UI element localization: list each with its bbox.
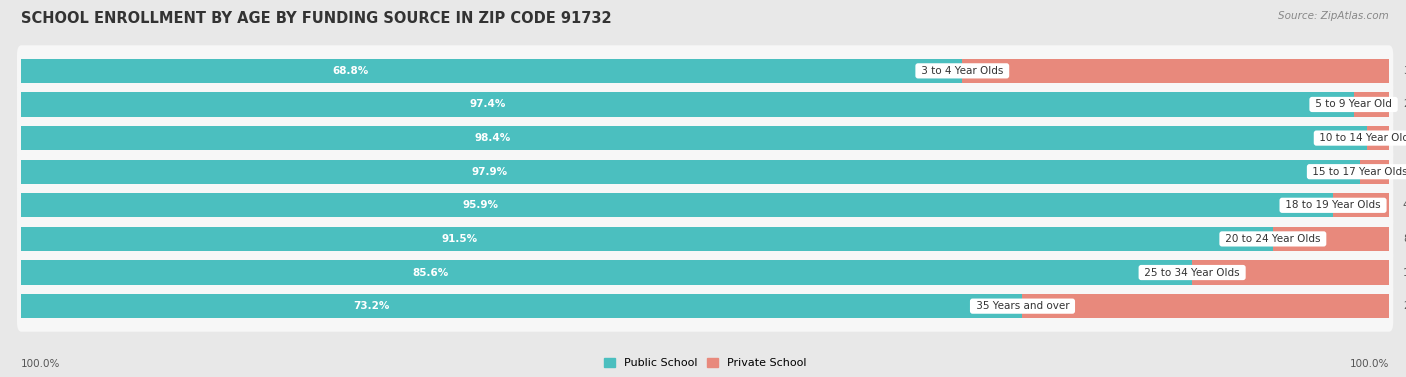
Bar [1192,261,1389,285]
Bar [1361,159,1389,184]
Text: 31.2%: 31.2% [1403,66,1406,76]
Bar [21,261,1192,285]
Bar [1272,227,1389,251]
Text: 97.9%: 97.9% [472,167,508,177]
Bar [21,227,1272,251]
Text: 5 to 9 Year Old: 5 to 9 Year Old [1312,100,1395,109]
Text: SCHOOL ENROLLMENT BY AGE BY FUNDING SOURCE IN ZIP CODE 91732: SCHOOL ENROLLMENT BY AGE BY FUNDING SOUR… [21,11,612,26]
Bar [1022,294,1389,318]
Text: 97.4%: 97.4% [470,100,506,109]
FancyBboxPatch shape [17,247,1393,298]
Text: 15 to 17 Year Olds: 15 to 17 Year Olds [1309,167,1406,177]
Text: 20 to 24 Year Olds: 20 to 24 Year Olds [1222,234,1323,244]
Bar [1354,92,1389,116]
Text: 8.5%: 8.5% [1403,234,1406,244]
Text: 98.4%: 98.4% [474,133,510,143]
Text: 73.2%: 73.2% [353,301,389,311]
Bar [21,159,1361,184]
Text: 100.0%: 100.0% [1350,359,1389,369]
Bar [21,126,1367,150]
FancyBboxPatch shape [17,180,1393,231]
Text: 2.6%: 2.6% [1403,100,1406,109]
Text: 25 to 34 Year Olds: 25 to 34 Year Olds [1142,268,1243,277]
Text: 14.4%: 14.4% [1403,268,1406,277]
Text: 26.8%: 26.8% [1403,301,1406,311]
Bar [21,92,1354,116]
Text: 18 to 19 Year Olds: 18 to 19 Year Olds [1282,200,1384,210]
FancyBboxPatch shape [17,280,1393,332]
Bar [21,59,962,83]
Text: 91.5%: 91.5% [441,234,477,244]
Text: Source: ZipAtlas.com: Source: ZipAtlas.com [1278,11,1389,21]
Text: 95.9%: 95.9% [463,200,498,210]
Text: 2.1%: 2.1% [1403,167,1406,177]
FancyBboxPatch shape [17,45,1393,97]
FancyBboxPatch shape [17,213,1393,264]
Bar [1367,126,1389,150]
Text: 3 to 4 Year Olds: 3 to 4 Year Olds [918,66,1007,76]
Text: 4.1%: 4.1% [1403,200,1406,210]
Text: 1.6%: 1.6% [1403,133,1406,143]
Bar [21,294,1022,318]
FancyBboxPatch shape [17,113,1393,164]
Text: 100.0%: 100.0% [21,359,60,369]
FancyBboxPatch shape [17,79,1393,130]
Text: 10 to 14 Year Olds: 10 to 14 Year Olds [1316,133,1406,143]
Bar [962,59,1389,83]
Text: 68.8%: 68.8% [332,66,368,76]
FancyBboxPatch shape [17,146,1393,197]
Text: 85.6%: 85.6% [413,268,449,277]
Text: 35 Years and over: 35 Years and over [973,301,1073,311]
Bar [1333,193,1389,218]
Legend: Public School, Private School: Public School, Private School [600,353,810,372]
Bar [21,193,1333,218]
